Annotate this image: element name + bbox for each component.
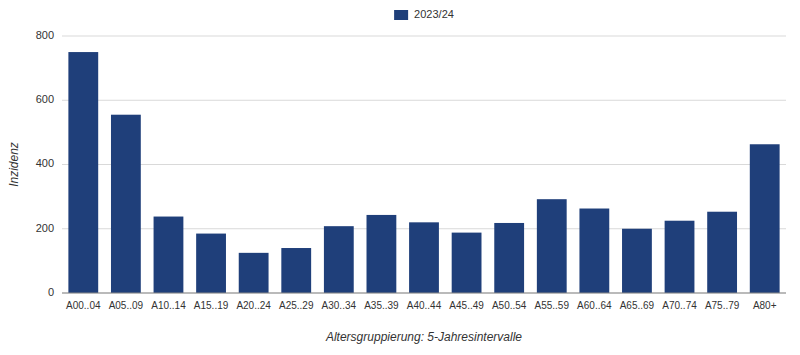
x-tick-label: A80+ <box>753 300 777 311</box>
x-tick-label: A10..14 <box>151 300 186 311</box>
x-tick-label: A25..29 <box>279 300 314 311</box>
x-tick-label: A70..74 <box>662 300 697 311</box>
bar <box>707 212 737 293</box>
legend-item: 2023/24 <box>394 8 454 20</box>
bars <box>68 52 779 293</box>
bar <box>579 209 609 293</box>
x-axis-label: Altersgruppierung: 5-Jahresintervalle <box>325 330 522 344</box>
y-axis-label: Inzidenz <box>7 142 21 187</box>
y-tick-label: 400 <box>36 157 54 169</box>
grid-line <box>62 100 786 101</box>
x-tick-label: A40..44 <box>407 300 442 311</box>
bar <box>324 226 354 293</box>
chart-container: 0 200 400 600 800 A00..04 A05..09 A10..14 A15..1… <box>0 0 800 355</box>
y-tick-label: 200 <box>36 222 54 234</box>
bar <box>537 199 567 293</box>
bar <box>665 221 695 293</box>
chart: 0 200 400 600 800 A00..04 A05..09 A10..14 A15..1… <box>0 0 800 355</box>
y-tick-label: 0 <box>48 286 54 298</box>
grid-line <box>62 164 786 165</box>
y-tick-label: 800 <box>36 29 54 41</box>
bar <box>154 217 184 293</box>
x-tick-label: A75..79 <box>705 300 740 311</box>
legend-label: 2023/24 <box>414 8 454 20</box>
x-tick-labels: A00..04 A05..09 A10..14 A15..19 A20..24 A25..… <box>66 300 777 311</box>
x-tick-label: A50..54 <box>492 300 527 311</box>
grid-line <box>62 36 786 37</box>
bar <box>622 229 652 293</box>
x-tick-label: A30..34 <box>322 300 357 311</box>
x-tick-label: A45..49 <box>449 300 484 311</box>
bar <box>367 215 397 293</box>
x-tick-label: A35..39 <box>364 300 399 311</box>
y-grid <box>62 36 786 293</box>
legend: 2023/24 <box>394 8 454 20</box>
bar <box>68 52 98 293</box>
bar <box>239 253 269 293</box>
x-tick-label: A55..59 <box>535 300 570 311</box>
x-tick-label: A60..64 <box>577 300 612 311</box>
x-tick-label: A15..19 <box>194 300 229 311</box>
bar <box>452 233 482 293</box>
bar <box>196 234 226 293</box>
bar <box>281 248 311 293</box>
bar <box>494 223 524 293</box>
x-tick-label: A20..24 <box>236 300 271 311</box>
bar <box>111 115 141 293</box>
x-tick-label: A00..04 <box>66 300 101 311</box>
y-tick-labels: 0 200 400 600 800 <box>36 29 54 298</box>
grid-line <box>62 293 786 294</box>
x-tick-label: A65..69 <box>620 300 655 311</box>
legend-swatch <box>394 10 408 20</box>
y-tick-label: 600 <box>36 93 54 105</box>
bar <box>750 144 780 293</box>
bar <box>409 222 439 293</box>
x-axis-line <box>62 293 786 294</box>
x-tick-label: A05..09 <box>109 300 144 311</box>
